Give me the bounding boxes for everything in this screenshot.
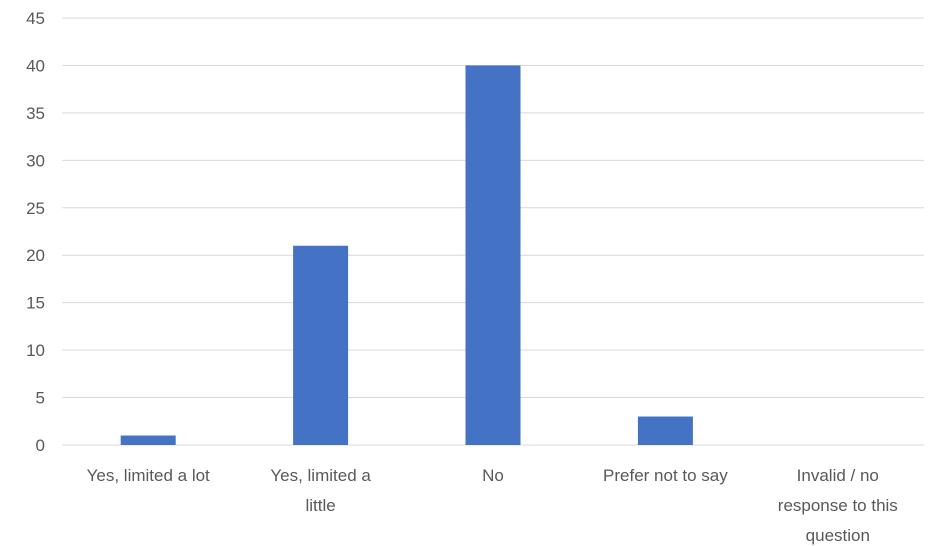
x-category-label-line: No (482, 466, 504, 485)
x-category-label: Yes, limited a little (270, 466, 371, 515)
x-category-label: No (482, 466, 504, 485)
y-tick-label: 10 (26, 341, 45, 360)
x-category-label-line: Invalid / no (797, 466, 879, 485)
y-tick-label: 30 (26, 151, 45, 170)
x-category-label: Prefer not to say (603, 466, 728, 485)
bar (637, 416, 693, 445)
y-tick-label: 5 (36, 389, 45, 408)
y-tick-label: 35 (26, 104, 45, 123)
bar (120, 435, 176, 445)
y-tick-label: 40 (26, 56, 45, 75)
x-category-label-line: response to this (778, 496, 898, 515)
y-tick-label: 20 (26, 246, 45, 265)
bar (465, 65, 521, 445)
x-category-label-line: Yes, limited a lot (87, 466, 210, 485)
y-tick-label: 25 (26, 199, 45, 218)
x-category-label-line: little (305, 496, 335, 515)
bars (120, 65, 693, 445)
x-category-label-line: Prefer not to say (603, 466, 728, 485)
y-tick-label: 0 (36, 436, 45, 455)
x-category-label: Yes, limited a lot (87, 466, 210, 485)
y-axis-tick-labels: 0 5 10 15 20 25 30 35 40 45 (26, 9, 45, 455)
y-tick-label: 45 (26, 9, 45, 28)
bar (293, 245, 349, 445)
y-tick-label: 15 (26, 294, 45, 313)
x-category-label: Invalid / no response to this question (778, 466, 898, 545)
x-axis-category-labels: Yes, limited a lot Yes, limited a little No… (87, 466, 898, 545)
x-category-label-line: Yes, limited a (270, 466, 371, 485)
x-category-label-line: question (806, 526, 870, 545)
